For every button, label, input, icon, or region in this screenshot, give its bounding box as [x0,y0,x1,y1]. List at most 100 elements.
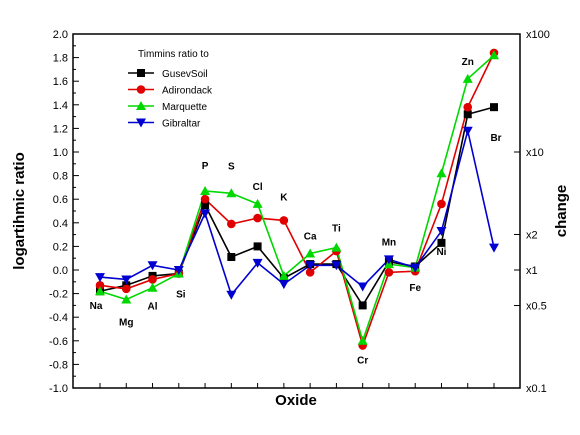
data-point-marquette [278,270,289,280]
data-point-gusevsoil [358,301,367,310]
data-point-adirondack [227,219,236,229]
data-point-marquette [147,282,158,292]
legend: Timmins ratio to GusevSoil Adirondack Marq… [128,49,213,130]
data-point-gibraltar [173,266,184,275]
data-point-adirondack [200,194,210,204]
data-point-gibraltar [462,126,473,136]
y2-tick-label: x100 [526,29,550,41]
y-tick-label: 1.6 [53,76,68,88]
y-tick-label: 0.4 [53,218,68,230]
data-point-marquette [226,188,237,198]
category-label: K [280,192,288,203]
category-label: Zn [462,57,474,68]
data-point-gibraltar [305,261,316,271]
data-point-adirondack [463,102,473,112]
data-point-marquette [357,335,368,345]
category-label: Mn [382,237,396,248]
data-point-gusevsoil [463,110,472,119]
y-tick-label: 1.8 [53,53,68,65]
legend-title: Timmins ratio to [138,49,209,60]
data-point-marquette [305,248,316,258]
y-tick-label: 0.8 [53,171,68,183]
data-point-gibraltar [410,263,421,273]
legend-label-gibraltar: Gibraltar [162,119,201,130]
y2-axis-title: change [553,185,570,238]
y-tick-label: 1.4 [53,100,68,112]
y-tick-label: 1.0 [53,147,68,159]
x-axis-title: Oxide [275,392,317,409]
data-point-adirondack [437,199,446,209]
data-point-gibraltar [489,243,499,253]
category-label: Na [90,301,103,312]
category-label: Al [148,302,158,313]
data-point-marquette [200,185,211,195]
category-label: Ti [332,224,341,235]
legend-label-gusevsoil: GusevSoil [162,69,208,80]
legend-marker-gibraltar [136,118,146,128]
data-point-adirondack [384,268,394,277]
y-tick-label: 1.2 [53,123,68,135]
legend-marker-adirondack [136,85,146,94]
data-point-gibraltar [121,275,132,285]
series-line-gibraltar [99,130,495,297]
data-point-gibraltar [357,282,368,292]
data-point-marquette [489,50,499,60]
y-tick-label: 0.0 [53,265,68,277]
category-label: Br [490,133,501,144]
data-point-gibraltar [147,261,158,271]
y-tick-label: -0.8 [49,359,68,371]
y-tick-label: -0.2 [49,289,68,301]
y-tick-label: -0.6 [49,336,68,348]
y2-tick-label: x0.5 [526,301,547,313]
data-point-marquette [121,294,132,304]
legend-label-adirondack: Adirondack [162,86,213,97]
data-point-adirondack [279,216,289,225]
category-label: Ca [304,231,317,242]
data-point-gibraltar [200,209,211,219]
legend-marker-gusevsoil [137,69,145,77]
data-point-adirondack [148,275,157,284]
category-label: Mg [119,318,133,329]
data-point-gibraltar [383,255,394,265]
y-tick-label: 0.6 [53,194,68,206]
data-point-adirondack [305,268,315,277]
data-point-gibraltar [436,227,447,237]
y2-tick-label: x10 [526,147,544,159]
series-markers [95,48,499,350]
data-point-marquette [436,168,447,178]
data-point-gibraltar [278,280,289,290]
category-label: Fe [409,283,421,294]
legend-marker-marquette [136,101,146,110]
category-label: P [202,161,209,172]
data-point-gibraltar [95,273,105,283]
data-point-gibraltar [252,258,263,268]
y2-tick-label: x1 [526,265,538,277]
category-labels: Na Mg Al Si P S Cl K Ca Ti Cr Mn Fe Ni Zn Br [90,57,502,367]
data-point-gusevsoil [437,238,446,247]
y2-tick-label: x2 [526,229,538,241]
series-lines [99,52,495,349]
data-point-gusevsoil [227,253,236,262]
y-tick-label: 0.2 [53,241,68,253]
right-axis-ticks: x100 x10 x2 x1 x0.5 x0.1 [514,29,550,395]
category-label: Cr [357,356,368,367]
series-line-marquette [99,54,495,344]
y-tick-label: 2.0 [53,29,68,41]
data-point-adirondack [121,284,131,294]
legend-label-marquette: Marquette [162,102,207,113]
data-point-adirondack [95,281,105,290]
data-point-marquette [95,286,105,296]
data-point-gusevsoil [253,242,262,251]
data-point-marquette [252,198,263,208]
data-point-marquette [462,73,473,83]
bottom-axis-ticks [99,383,495,388]
y-tick-label: -0.4 [49,312,68,324]
data-point-marquette [331,242,342,252]
data-point-gusevsoil [201,201,210,210]
series-line-gusevsoil [99,106,495,307]
y-tick-label: -1.0 [49,383,68,395]
category-label: Ni [436,247,446,258]
series-line-adirondack [99,52,495,349]
left-axis-ticks: -1.0 -0.8 -0.6 -0.4 -0.2 0.0 0.2 0.4 0.6 0.8 1.0 1.… [49,29,79,395]
